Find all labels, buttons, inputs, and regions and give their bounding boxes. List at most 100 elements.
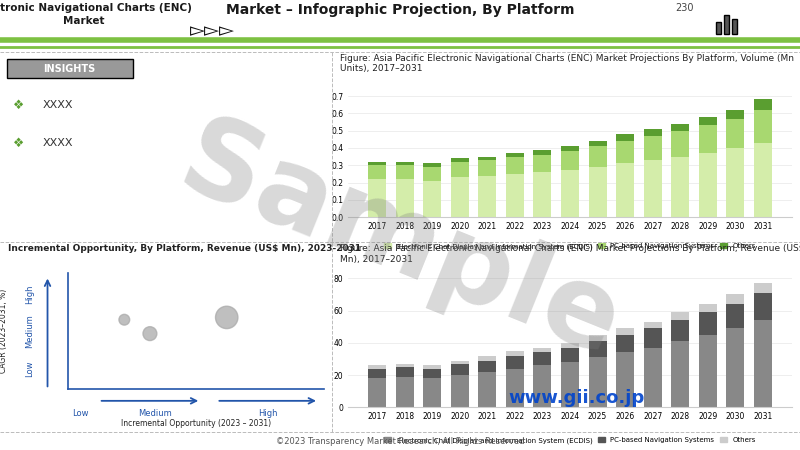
Bar — [589, 146, 606, 167]
Bar — [423, 369, 441, 378]
Text: High: High — [258, 409, 278, 418]
Bar — [368, 365, 386, 369]
Bar — [726, 118, 744, 148]
FancyBboxPatch shape — [732, 19, 737, 34]
Bar — [368, 162, 386, 165]
Bar — [754, 320, 772, 407]
Bar — [451, 177, 469, 217]
Text: Low: Low — [73, 409, 89, 418]
Bar — [726, 294, 744, 304]
Bar — [423, 365, 441, 369]
Bar — [368, 369, 386, 378]
Bar — [616, 163, 634, 217]
Bar — [451, 162, 469, 177]
Bar — [368, 179, 386, 217]
Point — [118, 316, 130, 323]
Bar — [478, 356, 496, 360]
Bar — [671, 130, 689, 157]
Bar — [368, 378, 386, 407]
Text: CAGR (2023–2031, %): CAGR (2023–2031, %) — [0, 289, 9, 374]
Text: Incremental Opportunity, By Platform, Revenue (US$ Mn), 2023-2031: Incremental Opportunity, By Platform, Re… — [8, 244, 361, 253]
Text: Incremental Opportunity (2023 – 2031): Incremental Opportunity (2023 – 2031) — [121, 419, 271, 428]
Legend: Electronic Chat Display and Information System (ECDIS), PC-based Navigation Syst: Electronic Chat Display and Information … — [382, 240, 758, 252]
Bar — [451, 158, 469, 162]
Bar — [726, 110, 744, 118]
Bar — [534, 155, 551, 172]
Text: XXXX: XXXX — [43, 138, 74, 148]
Bar — [534, 352, 551, 365]
Bar — [396, 364, 414, 367]
Bar — [726, 304, 744, 328]
Bar — [396, 162, 414, 165]
Bar — [478, 160, 496, 176]
Bar — [506, 356, 524, 369]
Text: Low: Low — [25, 360, 34, 377]
Text: Medium: Medium — [138, 409, 172, 418]
Point — [220, 314, 233, 321]
Bar — [396, 165, 414, 179]
Bar — [671, 320, 689, 341]
Bar — [754, 143, 772, 217]
Bar — [699, 117, 717, 126]
Text: 230: 230 — [674, 3, 694, 13]
Bar — [644, 348, 662, 407]
Bar — [754, 99, 772, 110]
Bar — [506, 174, 524, 217]
Bar — [506, 153, 524, 157]
Bar — [616, 328, 634, 335]
Bar — [561, 343, 579, 348]
FancyBboxPatch shape — [6, 59, 133, 78]
Bar — [506, 157, 524, 174]
Bar — [616, 134, 634, 141]
Bar — [726, 328, 744, 407]
Bar — [451, 360, 469, 364]
Bar — [671, 312, 689, 320]
Bar — [534, 348, 551, 352]
Bar — [589, 141, 606, 146]
Point — [143, 330, 156, 337]
Text: ▻▻▻: ▻▻▻ — [190, 22, 234, 40]
Text: ❖: ❖ — [14, 99, 25, 112]
Text: www.gii.co.jp: www.gii.co.jp — [508, 389, 644, 407]
Bar — [699, 304, 717, 312]
Bar — [451, 375, 469, 407]
Bar — [699, 126, 717, 153]
Bar — [561, 151, 579, 171]
Bar — [644, 322, 662, 328]
FancyBboxPatch shape — [716, 22, 721, 34]
Bar — [478, 372, 496, 407]
Bar — [671, 124, 689, 130]
Bar — [699, 153, 717, 217]
Bar — [561, 171, 579, 217]
Bar — [589, 357, 606, 407]
Bar — [506, 351, 524, 356]
Legend: Electronic Chat Display and Information System (ECDIS), PC-based Navigation Syst: Electronic Chat Display and Information … — [382, 434, 758, 446]
Bar — [478, 157, 496, 160]
Text: INSIGHTS: INSIGHTS — [43, 64, 96, 74]
Bar — [644, 160, 662, 217]
Bar — [423, 163, 441, 167]
Bar — [423, 181, 441, 217]
Text: Sample: Sample — [165, 107, 635, 379]
Bar — [534, 172, 551, 217]
Bar — [534, 150, 551, 155]
Bar — [616, 335, 634, 352]
Bar — [754, 293, 772, 320]
Bar — [423, 167, 441, 181]
Text: Medium: Medium — [25, 315, 34, 348]
Bar — [589, 167, 606, 217]
Bar — [699, 335, 717, 407]
Bar — [534, 365, 551, 407]
Bar — [699, 312, 717, 335]
Bar — [644, 328, 662, 348]
Text: High: High — [25, 284, 34, 304]
Bar — [644, 136, 662, 160]
FancyBboxPatch shape — [724, 15, 729, 34]
Bar — [396, 179, 414, 217]
Text: Electronic Navigational Charts (ENC)
Market: Electronic Navigational Charts (ENC) Mar… — [0, 3, 192, 26]
Bar — [754, 283, 772, 293]
Bar — [478, 360, 496, 372]
Bar — [561, 362, 579, 407]
Text: XXXX: XXXX — [43, 100, 74, 110]
Bar — [726, 148, 744, 217]
